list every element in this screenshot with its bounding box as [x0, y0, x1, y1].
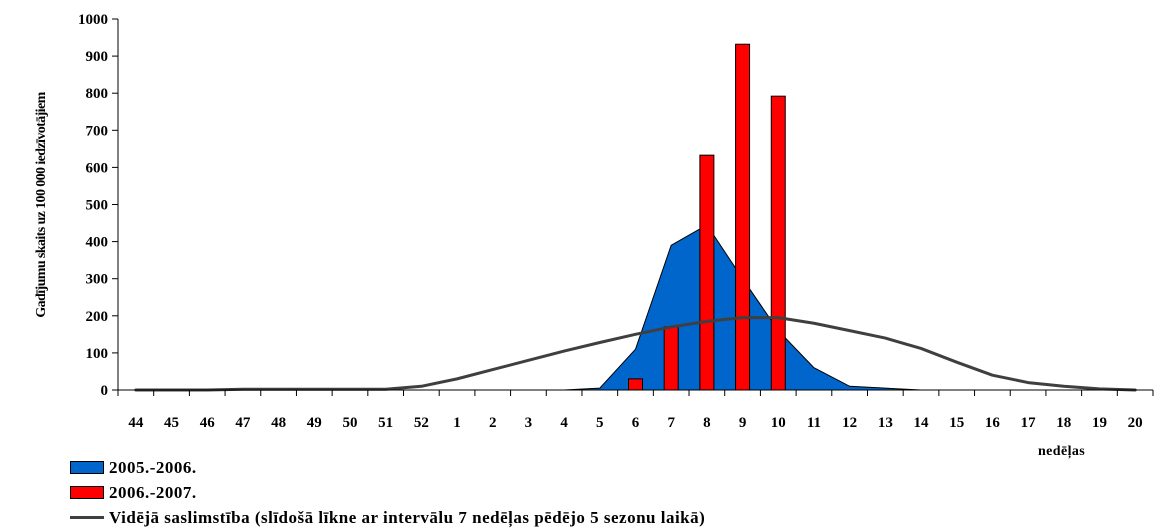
- x-tick-label: 10: [771, 415, 786, 431]
- x-tick-label: 20: [1128, 415, 1143, 431]
- bar-2006-2007-week-6: [628, 378, 643, 391]
- average-line: [134, 316, 1137, 392]
- y-tick-label: 1000: [78, 12, 108, 28]
- x-tick-label: 48: [271, 415, 286, 431]
- x-tick-label: 14: [914, 415, 930, 431]
- x-tick-label: 17: [1021, 415, 1037, 431]
- legend: 2005.-2006. 2006.-2007. Vidējā saslimstī…: [70, 455, 705, 530]
- x-tick-label: 44: [128, 415, 144, 431]
- legend-item-2005-2006: 2005.-2006.: [70, 455, 705, 480]
- area-2005-2006: [135, 224, 1136, 391]
- y-tick-label: 200: [86, 309, 109, 325]
- y-tick-label: 800: [86, 86, 109, 102]
- legend-label: Vidējā saslimstība (slīdošā līkne ar int…: [109, 507, 706, 527]
- x-tick-label: 19: [1092, 415, 1107, 431]
- x-tick-label: 3: [525, 415, 533, 431]
- legend-item-2006-2007: 2006.-2007.: [70, 480, 705, 505]
- y-tick-label: 500: [86, 198, 109, 214]
- y-tick-label: 600: [86, 160, 109, 176]
- x-tick-label: 5: [596, 415, 604, 431]
- y-tick-label: 900: [86, 49, 109, 65]
- bar-2006-2007-week-8: [699, 154, 715, 391]
- x-tick-label: 46: [200, 415, 216, 431]
- x-tick-label: 49: [307, 415, 322, 431]
- y-axis-label: Gadījumu skaits uz 100 000 iedzīvotājiem: [34, 91, 49, 317]
- x-tick-label: 11: [807, 415, 821, 431]
- legend-swatch-red: [70, 486, 104, 499]
- x-tick-label: 1: [453, 415, 461, 431]
- x-tick-label: 9: [739, 415, 747, 431]
- y-tick-label: 700: [86, 123, 109, 139]
- x-tick-label: 12: [842, 415, 857, 431]
- x-tick-label: 4: [560, 415, 568, 431]
- x-tick-label: 52: [414, 415, 429, 431]
- x-tick-label: 51: [378, 415, 393, 431]
- y-tick-label: 100: [86, 346, 109, 362]
- legend-label: 2006.-2007.: [109, 482, 197, 502]
- bar-2006-2007-week-9: [735, 43, 751, 391]
- legend-label: 2005.-2006.: [109, 457, 197, 477]
- x-tick-label: 50: [342, 415, 357, 431]
- x-tick-label: 16: [985, 415, 1001, 431]
- x-tick-label: 6: [632, 415, 640, 431]
- bar-2006-2007-week-10: [770, 95, 786, 391]
- legend-swatch-line: [70, 516, 104, 519]
- bar-2006-2007-week-7: [663, 326, 679, 391]
- legend-swatch-blue: [70, 461, 104, 474]
- x-tick-label: 13: [878, 415, 893, 431]
- x-tick-label: 47: [235, 415, 251, 431]
- x-tick-label: 7: [667, 415, 675, 431]
- x-tick-label: 2: [489, 415, 497, 431]
- area-series-layer: [135, 224, 1136, 391]
- y-tick-label: 0: [101, 383, 109, 399]
- line-series-layer: [134, 316, 1137, 392]
- y-tick-label: 400: [86, 235, 109, 251]
- x-tick-label: 8: [703, 415, 711, 431]
- x-tick-label: 18: [1056, 415, 1071, 431]
- legend-item-average: Vidējā saslimstība (slīdošā līkne ar int…: [70, 505, 705, 530]
- x-axis-label: nedēļas: [1038, 444, 1085, 459]
- x-tick-label: 15: [949, 415, 964, 431]
- x-tick-label: 45: [164, 415, 179, 431]
- y-tick-label: 300: [86, 272, 109, 288]
